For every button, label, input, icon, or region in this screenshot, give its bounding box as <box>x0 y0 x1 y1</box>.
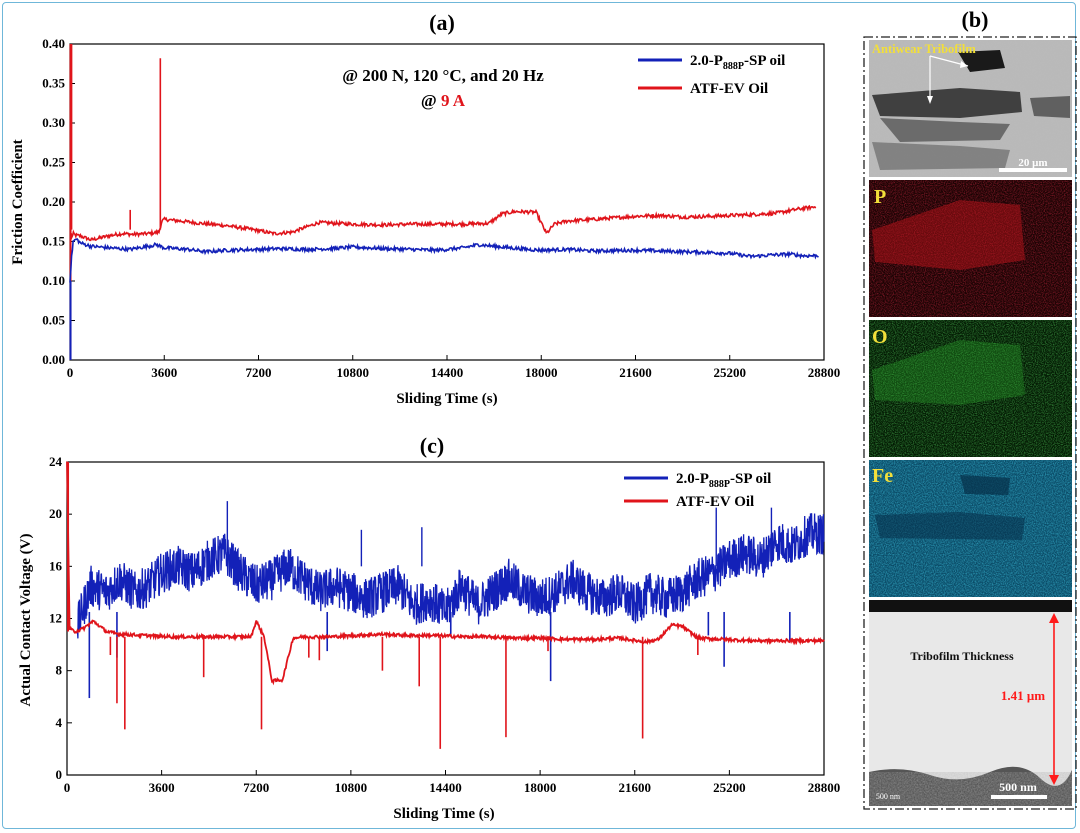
panel-a-x-tick-label: 14400 <box>431 365 464 380</box>
panel-c-y-tick-label: 12 <box>49 611 62 626</box>
panel-a-x-tick-label: 7200 <box>246 365 272 380</box>
panel-a-friction-chart: (a) 0.00 0.05 0.10 0.15 0.20 0.25 0.30 0.35 0.40… <box>10 10 840 407</box>
panel-a-x-tick-label: 18000 <box>525 365 558 380</box>
panel-c-y-tick-label: 0 <box>56 767 63 782</box>
sem-scale-label: 20 μm <box>1018 157 1047 169</box>
panel-c-x-tick-label: 18000 <box>524 780 557 795</box>
panel-a-x-ticks: 0 3600 7200 10800 14400 18000 21600 25200 28800 <box>67 355 841 380</box>
legend-label-main: 2.0-P <box>676 471 709 487</box>
panel-c-voltage-chart: (c) 0 4 8 12 16 20 24 0 3600 7200 10800 14400 18000… <box>18 433 840 822</box>
sem-scale-bar <box>999 168 1067 172</box>
panel-a-conditions-annotation: @ 200 N, 120 °C, and 20 Hz <box>342 66 544 85</box>
panel-a-current-annotation: @ 9 A <box>421 91 466 110</box>
legend-label-tail: -SP oil <box>730 471 771 487</box>
panel-c-x-ticks: 0 3600 7200 10800 14400 18000 21600 25200 28800 <box>64 770 841 795</box>
panel-a-legend-blue-label: 2.0-P888P-SP oil <box>690 53 785 72</box>
sem-tribofilm-label: Antiwear Tribofilm <box>872 42 976 56</box>
panel-c-legend-blue-label: 2.0-P888P-SP oil <box>676 471 771 490</box>
cross-section-image: Tribofilm Thickness 1.41 μm 500 nm 500 n… <box>869 600 1072 806</box>
eds-map-p: P <box>869 180 1072 317</box>
panel-a-y-tick-label: 0.15 <box>42 234 65 249</box>
panel-a-y-axis-label: Friction Coefficient <box>10 139 26 264</box>
panel-a-x-tick-label: 0 <box>67 365 74 380</box>
legend-label-subscript: 888P <box>709 479 730 490</box>
sem-image: Antiwear Tribofilm 20 μm <box>869 40 1072 177</box>
panel-a-x-tick-label: 25200 <box>714 365 747 380</box>
cross-scale-label: 500 nm <box>999 780 1037 794</box>
panel-c-series <box>66 461 825 749</box>
panel-b-micrographs: (b) Antiwear Tribofilm 20 μm P <box>863 7 1077 810</box>
panel-c-y-ticks: 0 4 8 12 16 20 24 <box>49 454 72 782</box>
panel-c-y-tick-label: 20 <box>49 506 62 521</box>
panel-a-x-tick-label: 28800 <box>808 365 841 380</box>
cross-scale-small-label: 500 nm <box>876 792 901 801</box>
panel-c-x-tick-label: 10800 <box>335 780 368 795</box>
panel-a-legend: 2.0-P888P-SP oil ATF-EV Oil <box>638 53 785 97</box>
panel-a-current-value: 9 A <box>441 91 466 110</box>
panel-a-y-tick-label: 0.20 <box>42 194 65 209</box>
panel-a-series <box>69 44 819 360</box>
panel-c-y-tick-label: 8 <box>56 663 63 678</box>
panel-c-y-tick-label: 4 <box>56 715 63 730</box>
panel-a-y-tick-label: 0.25 <box>42 155 65 170</box>
panel-a-x-tick-label: 3600 <box>151 365 177 380</box>
panel-c-x-tick-label: 21600 <box>619 780 652 795</box>
panel-c-series-p888p-sp-oil <box>76 513 825 639</box>
panel-a-y-tick-label: 0.00 <box>42 352 65 367</box>
panel-a-y-tick-label: 0.40 <box>42 36 65 51</box>
cross-section-label: Tribofilm Thickness <box>910 649 1014 663</box>
panel-b-title: (b) <box>962 7 989 32</box>
panel-a-legend-red-label: ATF-EV Oil <box>690 81 768 97</box>
panel-a-y-tick-label: 0.05 <box>42 313 65 328</box>
legend-label-main: 2.0-P <box>690 53 723 69</box>
panel-c-legend: 2.0-P888P-SP oil ATF-EV Oil <box>624 471 771 510</box>
eds-element-label-fe: Fe <box>872 465 893 487</box>
panel-a-y-tick-label: 0.10 <box>42 273 65 288</box>
legend-label-tail: -SP oil <box>744 53 785 69</box>
panel-a-x-tick-label: 21600 <box>619 365 652 380</box>
panel-c-x-tick-label: 7200 <box>243 780 269 795</box>
eds-element-label-o: O <box>872 326 888 348</box>
panel-c-y-axis-label: Actual Contact Voltage (V) <box>18 534 34 707</box>
panel-c-x-tick-label: 3600 <box>149 780 175 795</box>
panel-c-y-tick-label: 24 <box>49 454 63 469</box>
panel-a-series-atf-ev-oil <box>70 204 817 242</box>
panel-a-x-tick-label: 10800 <box>337 365 370 380</box>
panel-a-y-ticks: 0.00 0.05 0.10 0.15 0.20 0.25 0.30 0.35 0.40 <box>42 36 75 367</box>
panel-c-x-tick-label: 14400 <box>429 780 462 795</box>
panel-a-x-axis-label: Sliding Time (s) <box>396 391 497 407</box>
panel-a-y-tick-label: 0.30 <box>42 115 65 130</box>
panel-b-dashed-frame <box>863 36 1077 810</box>
panel-a-y-tick-label: 0.35 <box>42 76 65 91</box>
legend-label-subscript: 888P <box>723 61 744 72</box>
eds-element-label-p: P <box>874 186 886 208</box>
panel-c-x-axis-label: Sliding Time (s) <box>393 806 494 822</box>
panel-c-x-tick-label: 25200 <box>713 780 746 795</box>
panel-a-title: (a) <box>429 10 455 35</box>
panel-c-title: (c) <box>420 433 444 458</box>
eds-map-fe: Fe <box>869 460 1072 597</box>
panel-a-series-p888p-sp-oil <box>69 237 819 283</box>
panel-c-legend-red-label: ATF-EV Oil <box>676 494 754 510</box>
panel-c-x-tick-label: 0 <box>64 780 71 795</box>
panel-c-y-tick-label: 16 <box>49 558 63 573</box>
panel-c-x-tick-label: 28800 <box>808 780 841 795</box>
cross-scale-bar <box>991 795 1047 799</box>
thickness-value: 1.41 μm <box>1001 688 1045 703</box>
panel-a-current-prefix: @ <box>421 91 441 110</box>
eds-map-o: O <box>869 320 1072 457</box>
